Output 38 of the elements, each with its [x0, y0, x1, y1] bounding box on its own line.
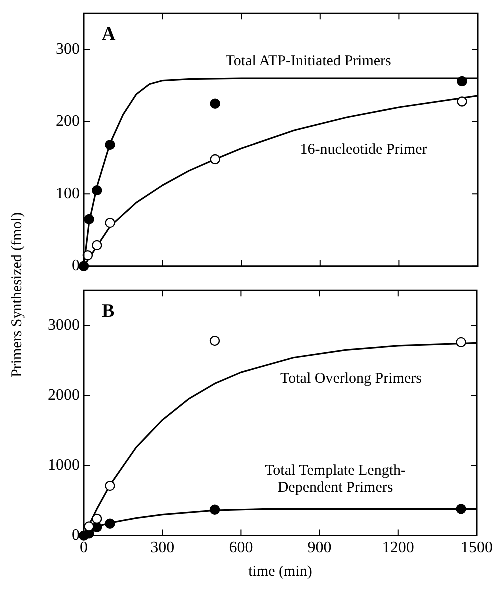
annotation: Total Overlong Primers — [280, 370, 422, 387]
point — [210, 98, 220, 109]
point — [457, 76, 468, 87]
point — [105, 480, 116, 492]
x-tick-label: 1200 — [382, 540, 414, 557]
y-tick-label: 300 — [56, 40, 80, 58]
point — [105, 140, 116, 150]
y-tick-label: 0 — [72, 527, 80, 544]
y-axis-title: Primers Synthesized (fmol) — [10, 212, 26, 378]
point — [210, 154, 220, 165]
point — [456, 337, 466, 348]
x-axis-title: time (min) — [248, 564, 312, 580]
text: A — [102, 24, 116, 46]
x-tick-label: 900 — [308, 540, 332, 557]
point — [92, 514, 102, 524]
annotation: Total ATP-Initiated Primers — [226, 54, 392, 70]
y-tick-label: 2000 — [48, 386, 80, 404]
y-tick-label: 3000 — [48, 316, 80, 334]
point — [456, 504, 466, 514]
y-tick-label: 1000 — [48, 456, 80, 474]
y-tick-label: 200 — [56, 113, 80, 130]
x-tick-label: 1500 — [461, 540, 493, 557]
point — [210, 504, 220, 515]
point — [84, 522, 94, 532]
point — [105, 518, 116, 529]
point — [92, 240, 102, 251]
y-tick-label: 100 — [56, 185, 80, 202]
point — [457, 96, 468, 107]
point — [210, 336, 220, 346]
text: B — [102, 301, 115, 322]
annotation: Total Template Length- Dependent Primers — [265, 462, 406, 496]
point — [105, 218, 116, 228]
point — [92, 185, 102, 196]
y-tick-label: 0 — [72, 258, 80, 275]
annotation: 16-nucleotide Primer — [300, 142, 428, 158]
x-tick-label: 600 — [229, 540, 254, 557]
x-tick-label: 300 — [150, 540, 175, 557]
point — [84, 214, 94, 225]
